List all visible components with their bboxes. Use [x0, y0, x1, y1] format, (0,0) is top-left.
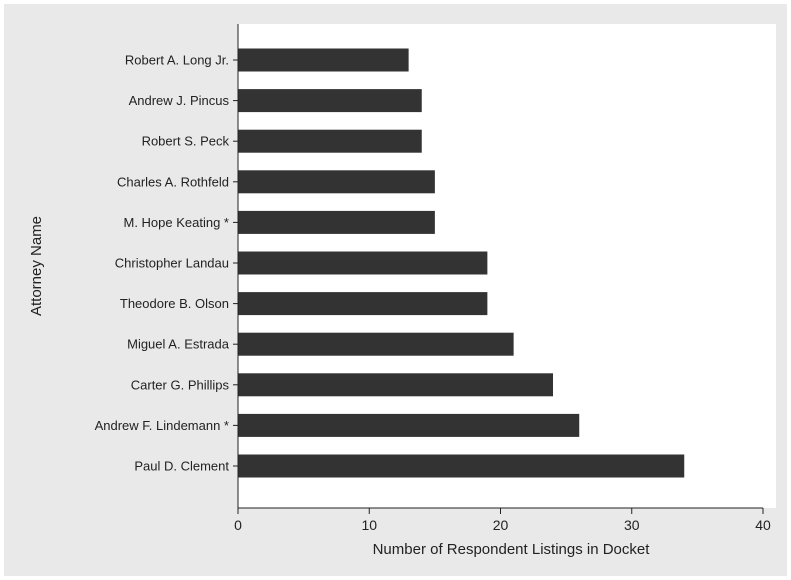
category-label: Andrew F. Lindemann *: [95, 418, 229, 433]
x-axis-title: Number of Respondent Listings in Docket: [373, 541, 651, 558]
category-label: Robert A. Long Jr.: [125, 53, 229, 68]
bar: [238, 251, 488, 275]
x-ticks: 0 10 20 30 40: [234, 508, 771, 533]
category-label: Christopher Landau: [115, 256, 229, 271]
category-labels: Robert A. Long Jr. Andrew J. Pincus Robert…: [95, 53, 238, 474]
category-label: Paul D. Clement: [134, 459, 229, 474]
bar: [238, 129, 422, 153]
x-tick-label: 10: [361, 517, 377, 533]
bar: [238, 332, 514, 356]
x-tick-label: 0: [234, 517, 242, 533]
bar: [238, 413, 580, 437]
x-tick-label: 20: [493, 517, 509, 533]
category-label: Charles A. Rothfeld: [117, 174, 229, 189]
bar-chart: Robert A. Long Jr. Andrew J. Pincus Robert…: [28, 24, 776, 558]
bar: [238, 292, 488, 316]
bar: [238, 210, 435, 234]
bar: [238, 89, 422, 113]
category-label: Andrew J. Pincus: [129, 93, 230, 108]
category-label: Carter G. Phillips: [131, 377, 230, 392]
bar: [238, 170, 435, 194]
bar: [238, 454, 685, 478]
x-tick-label: 30: [624, 517, 640, 533]
category-label: M. Hope Keating *: [123, 215, 229, 230]
bar: [238, 373, 553, 397]
category-label: Theodore B. Olson: [120, 296, 229, 311]
category-label: Robert S. Peck: [142, 134, 230, 149]
bar: [238, 48, 409, 72]
chart-frame: Robert A. Long Jr. Andrew J. Pincus Robert…: [4, 4, 787, 576]
x-tick-label: 40: [755, 517, 771, 533]
bars-group: [238, 48, 685, 478]
category-label: Miguel A. Estrada: [127, 337, 230, 352]
y-axis-title: Attorney Name: [28, 216, 45, 316]
